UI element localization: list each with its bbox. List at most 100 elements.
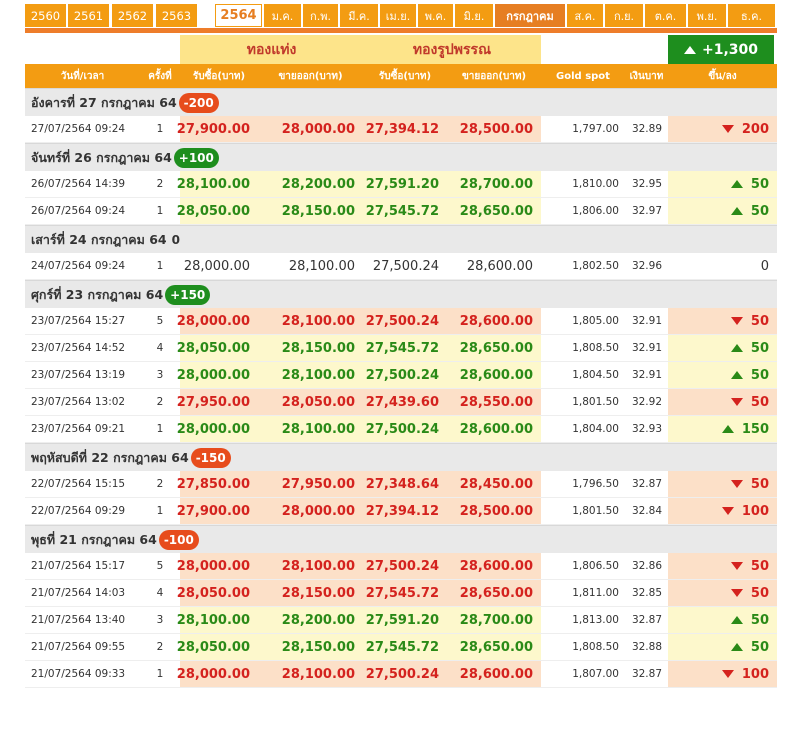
month-tab-1[interactable]: ม.ค. bbox=[264, 4, 301, 27]
row-change: 50 bbox=[668, 634, 777, 660]
month-tab-7[interactable]: กรกฎาคม bbox=[495, 4, 565, 27]
table-row: 26/07/2564 14:39 2 28,100.00 28,200.00 27,59… bbox=[25, 171, 777, 198]
row-bar-buy: 28,000.00 bbox=[177, 308, 258, 334]
up-arrow-icon bbox=[730, 643, 743, 651]
month-tab-12[interactable]: ธ.ค. bbox=[728, 4, 775, 27]
gold-ornament-heading: ทองรูปพรรณ bbox=[363, 35, 541, 64]
row-bar-sell: 28,150.00 bbox=[258, 198, 363, 224]
row-round: 2 bbox=[156, 396, 164, 408]
row-datetime: 26/07/2564 09:24 bbox=[31, 205, 126, 217]
row-ornament-sell: 28,650.00 bbox=[447, 198, 541, 224]
month-tab-5[interactable]: พ.ค. bbox=[418, 4, 453, 27]
year-tab-2562[interactable]: 2562 bbox=[112, 4, 153, 27]
row-change: 200 bbox=[668, 116, 777, 142]
row-thb: 32.91 bbox=[631, 342, 662, 354]
month-tab-9[interactable]: ก.ย. bbox=[605, 4, 643, 27]
row-gold-spot: 1,804.00 bbox=[572, 423, 619, 435]
row-thb: 32.91 bbox=[631, 369, 662, 381]
row-ornament-buy: 27,545.72 bbox=[363, 335, 447, 361]
down-arrow-icon bbox=[730, 398, 743, 406]
row-ornament-sell: 28,650.00 bbox=[447, 580, 541, 606]
up-arrow-icon bbox=[730, 180, 743, 188]
month-tab-2[interactable]: ก.พ. bbox=[303, 4, 338, 27]
table-row: 21/07/2564 09:55 2 28,050.00 28,150.00 27,54… bbox=[25, 634, 777, 661]
row-gold-spot: 1,797.00 bbox=[572, 123, 619, 135]
row-ornament-buy: 27,500.24 bbox=[363, 661, 447, 687]
down-arrow-icon bbox=[730, 562, 743, 570]
net-change-value: +1,300 bbox=[701, 41, 758, 58]
row-bar-buy: 28,100.00 bbox=[177, 607, 258, 633]
row-thb: 32.93 bbox=[631, 423, 662, 435]
table-row: 27/07/2564 09:24 1 27,900.00 28,000.00 27,39… bbox=[25, 116, 777, 143]
row-round: 5 bbox=[156, 560, 164, 572]
row-datetime: 22/07/2564 15:15 bbox=[31, 478, 126, 490]
year-tab-2561[interactable]: 2561 bbox=[68, 4, 109, 27]
net-change-badge: +1,300 bbox=[668, 35, 774, 64]
table-row: 23/07/2564 15:27 5 28,000.00 28,100.00 27,50… bbox=[25, 308, 777, 335]
month-tab-6[interactable]: มิ.ย. bbox=[455, 4, 493, 27]
month-tab-11[interactable]: พ.ย. bbox=[688, 4, 726, 27]
row-round: 1 bbox=[156, 423, 164, 435]
row-bar-sell: 28,150.00 bbox=[258, 580, 363, 606]
row-datetime: 21/07/2564 14:03 bbox=[31, 587, 126, 599]
col-gold-spot-header: Gold spot bbox=[556, 70, 610, 82]
row-ornament-sell: 28,450.00 bbox=[447, 471, 541, 497]
row-bar-buy: 28,000.00 bbox=[180, 253, 258, 279]
row-change-value: 50 bbox=[750, 639, 769, 655]
row-datetime: 24/07/2564 09:24 bbox=[31, 260, 126, 272]
row-round: 2 bbox=[156, 478, 164, 490]
row-change-value: 50 bbox=[750, 558, 769, 574]
row-thb: 32.84 bbox=[631, 505, 662, 517]
row-change: 0 bbox=[668, 253, 777, 279]
row-bar-buy: 28,050.00 bbox=[177, 580, 258, 606]
row-round: 2 bbox=[156, 178, 164, 190]
row-change-value: 50 bbox=[750, 394, 769, 410]
table-row: 21/07/2564 13:40 3 28,100.00 28,200.00 27,59… bbox=[25, 607, 777, 634]
row-change-value: 50 bbox=[750, 176, 769, 192]
row-change-value: 0 bbox=[760, 258, 769, 274]
day-change-badge: -200 bbox=[178, 92, 219, 113]
table-row: 23/07/2564 14:52 4 28,050.00 28,150.00 27,54… bbox=[25, 335, 777, 362]
day-change-badge: -100 bbox=[158, 529, 199, 550]
row-round: 1 bbox=[156, 123, 164, 135]
table-row: 22/07/2564 15:15 2 27,850.00 27,950.00 27,34… bbox=[25, 471, 777, 498]
row-thb: 32.92 bbox=[631, 396, 662, 408]
month-tab-10[interactable]: ต.ค. bbox=[645, 4, 686, 27]
year-tab-2563[interactable]: 2563 bbox=[156, 4, 197, 27]
row-bar-buy: 28,050.00 bbox=[177, 634, 258, 660]
day-label: ศุกร์ที่ 23 กรกฎาคม 64 bbox=[31, 286, 164, 302]
day-heading: เสาร์ที่ 24 กรกฎาคม 64 0 bbox=[25, 225, 777, 253]
col-thb-header: เงินบาท bbox=[629, 70, 664, 82]
day-change-badge: -150 bbox=[190, 447, 231, 468]
row-change: 50 bbox=[668, 471, 777, 497]
table-header-top: ทองแท่ง ทองรูปพรรณ +1,300 bbox=[25, 35, 777, 64]
row-gold-spot: 1,805.00 bbox=[572, 315, 619, 327]
month-tab-8[interactable]: ส.ค. bbox=[567, 4, 603, 27]
row-datetime: 22/07/2564 09:29 bbox=[31, 505, 126, 517]
row-change: 50 bbox=[668, 335, 777, 361]
row-thb: 32.89 bbox=[631, 123, 662, 135]
row-gold-spot: 1,811.00 bbox=[572, 587, 619, 599]
year-tab-2564[interactable]: 2564 bbox=[215, 4, 262, 27]
down-arrow-icon bbox=[721, 670, 734, 678]
row-gold-spot: 1,804.50 bbox=[572, 369, 619, 381]
table-row: 21/07/2564 14:03 4 28,050.00 28,150.00 27,54… bbox=[25, 580, 777, 607]
row-datetime: 21/07/2564 09:33 bbox=[31, 668, 126, 680]
year-tab-2560[interactable]: 2560 bbox=[25, 4, 66, 27]
row-change: 50 bbox=[668, 553, 777, 579]
row-ornament-buy: 27,545.72 bbox=[363, 634, 447, 660]
month-tab-4[interactable]: เม.ย. bbox=[380, 4, 416, 27]
table-row: 21/07/2564 09:33 1 28,000.00 28,100.00 27,50… bbox=[25, 661, 777, 688]
day-label: จันทร์ที่ 26 กรกฎาคม 64 bbox=[31, 149, 172, 165]
row-thb: 32.87 bbox=[631, 614, 662, 626]
row-ornament-sell: 28,600.00 bbox=[447, 553, 541, 579]
row-bar-buy: 27,900.00 bbox=[177, 498, 258, 524]
row-datetime: 21/07/2564 15:17 bbox=[31, 560, 126, 572]
row-ornament-sell: 28,700.00 bbox=[447, 171, 541, 197]
row-round: 1 bbox=[156, 668, 164, 680]
month-tab-3[interactable]: มี.ค. bbox=[340, 4, 378, 27]
row-ornament-sell: 28,600.00 bbox=[447, 253, 541, 279]
row-change: 50 bbox=[668, 171, 777, 197]
up-arrow-icon bbox=[730, 371, 743, 379]
row-round: 5 bbox=[156, 315, 164, 327]
